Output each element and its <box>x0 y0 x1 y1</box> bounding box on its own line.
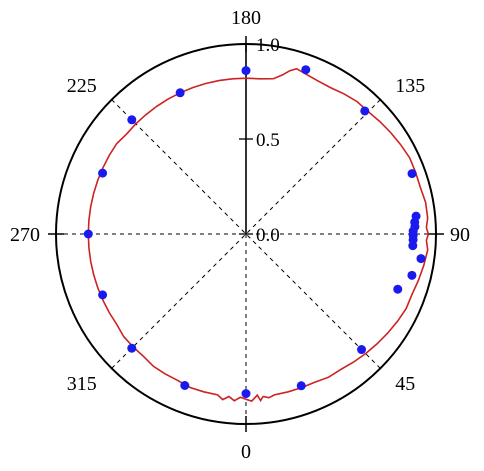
data-point-3 <box>393 284 403 294</box>
data-point-4 <box>407 270 417 280</box>
data-point-2 <box>357 345 367 355</box>
angle-label-315: 315 <box>67 373 97 395</box>
data-point-23 <box>180 381 190 391</box>
radial-tick-label-1: 0.5 <box>256 130 280 151</box>
data-point-5 <box>416 254 426 264</box>
data-point-17 <box>175 88 185 98</box>
data-point-12 <box>411 211 421 221</box>
data-point-1 <box>296 381 306 391</box>
data-point-22 <box>127 343 137 353</box>
angle-label-225: 225 <box>67 75 97 97</box>
angle-label-180: 180 <box>231 7 261 29</box>
data-point-21 <box>98 290 108 300</box>
series-line-0 <box>87 67 430 403</box>
angle-label-270: 270 <box>10 224 40 246</box>
data-point-13 <box>407 169 417 179</box>
data-point-16 <box>241 66 251 76</box>
data-point-0 <box>241 389 251 399</box>
angle-label-135: 135 <box>395 75 425 97</box>
data-point-18 <box>127 115 137 125</box>
data-point-20 <box>83 229 93 239</box>
radial-tick-label-2: 1.0 <box>256 35 280 56</box>
data-point-15 <box>301 65 311 75</box>
angle-label-45: 45 <box>395 373 415 395</box>
data-point-19 <box>98 168 108 178</box>
radial-tick-label-0: 0.0 <box>256 225 280 246</box>
angle-label-90: 90 <box>450 224 470 246</box>
angle-label-0: 0 <box>241 441 251 463</box>
data-point-14 <box>360 106 370 116</box>
